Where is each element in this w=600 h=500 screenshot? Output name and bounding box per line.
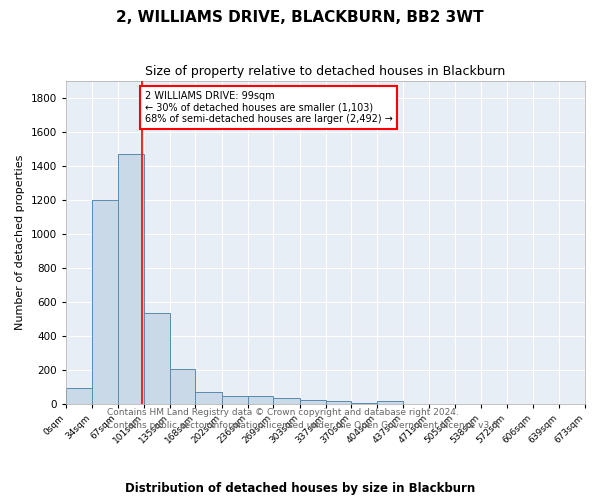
Text: 2, WILLIAMS DRIVE, BLACKBURN, BB2 3WT: 2, WILLIAMS DRIVE, BLACKBURN, BB2 3WT xyxy=(116,10,484,25)
Bar xyxy=(248,396,274,404)
Text: Contains HM Land Registry data © Crown copyright and database right 2024.: Contains HM Land Registry data © Crown c… xyxy=(107,408,459,417)
Title: Size of property relative to detached houses in Blackburn: Size of property relative to detached ho… xyxy=(145,65,506,78)
Text: Distribution of detached houses by size in Blackburn: Distribution of detached houses by size … xyxy=(125,482,475,495)
Bar xyxy=(144,313,170,404)
Y-axis label: Number of detached properties: Number of detached properties xyxy=(15,154,25,330)
Bar xyxy=(221,396,248,404)
Text: 2 WILLIAMS DRIVE: 99sqm
← 30% of detached houses are smaller (1,103)
68% of semi: 2 WILLIAMS DRIVE: 99sqm ← 30% of detache… xyxy=(145,91,392,124)
Bar xyxy=(66,388,92,404)
Bar xyxy=(92,200,118,404)
Bar xyxy=(299,400,326,404)
Bar xyxy=(170,369,196,404)
Bar xyxy=(377,402,403,404)
Bar xyxy=(326,402,351,404)
Bar xyxy=(274,398,299,404)
Text: Contains public sector information licensed under the Open Government Licence v3: Contains public sector information licen… xyxy=(107,421,501,430)
Bar xyxy=(196,392,221,404)
Bar xyxy=(118,154,144,404)
Bar xyxy=(351,403,377,404)
